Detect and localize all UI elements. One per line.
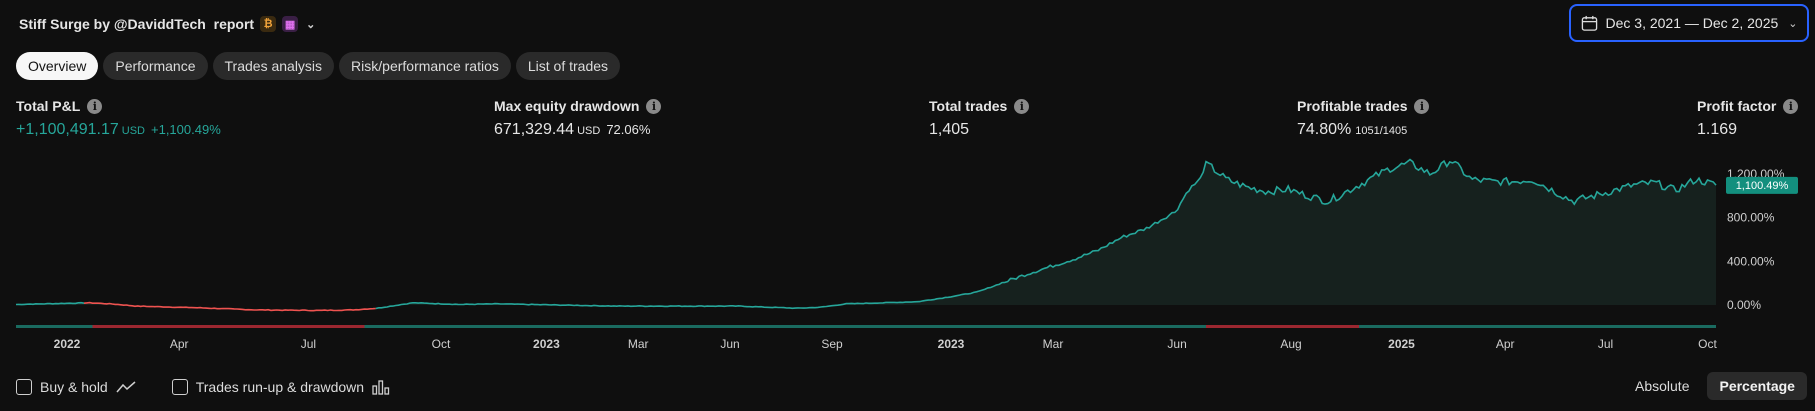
metric-unit: USD <box>121 125 145 137</box>
metric-value: 1,405 <box>929 121 970 138</box>
trade-strip-segment <box>976 325 1036 328</box>
metric-label: Profitable trades <box>1297 98 1408 114</box>
x-tick-label: Apr <box>1496 337 1515 351</box>
metric-value: +1,100,491.17 <box>16 121 119 138</box>
report-title: Stiff Surge by @DaviddTech report <box>19 16 255 32</box>
info-icon[interactable]: i <box>646 98 662 114</box>
tab-risk-performance-ratios[interactable]: Risk/performance ratios <box>339 52 511 80</box>
trade-strip-segment <box>1163 325 1206 328</box>
buy-hold-label: Buy & hold <box>40 379 108 395</box>
equity-line <box>375 158 1717 310</box>
info-icon[interactable]: i <box>1783 98 1799 114</box>
equity-line <box>15 301 85 306</box>
metric-percent: +1,100.49% <box>151 122 221 137</box>
scale-mode-switch: Absolute Percentage <box>1623 372 1807 400</box>
bitcoin-badge-icon: ₿ <box>260 16 277 32</box>
equity-line-drawdown <box>83 301 376 312</box>
percentage-button[interactable]: Percentage <box>1707 372 1807 400</box>
metric-value: 671,329.44 <box>494 121 575 138</box>
x-tick-label: Mar <box>628 337 649 351</box>
y-tick-label: 400.00% <box>1727 254 1775 268</box>
metric-unit: USD <box>577 125 601 137</box>
date-range-picker[interactable]: Dec 3, 2021 — Dec 2, 2025 ⌄ <box>1569 4 1809 42</box>
trade-strip-segment <box>1206 325 1359 328</box>
current-value-tag <box>1726 176 1798 194</box>
trade-strip-segment <box>92 325 365 328</box>
report-title-row[interactable]: Stiff Surge by @DaviddTech report ₿ ▦ ⌄ <box>19 13 315 35</box>
x-tick-label: 2025 <box>1388 337 1415 351</box>
absolute-button[interactable]: Absolute <box>1635 378 1690 394</box>
bar-chart-icon <box>372 380 390 395</box>
runup-drawdown-checkbox[interactable] <box>171 379 188 395</box>
equity-area <box>16 159 1716 305</box>
x-tick-label: 2023 <box>938 337 965 351</box>
metric-percent: 72.06% <box>606 122 651 137</box>
metric-fraction: 1051/1405 <box>1355 125 1408 137</box>
chevron-down-icon[interactable]: ⌄ <box>306 18 316 31</box>
metric-max-equity-drawdown: Max equity drawdown i 671,329.44 USD 72.06… <box>494 97 662 139</box>
tab-trades-analysis[interactable]: Trades analysis <box>212 52 335 80</box>
x-tick-label: 2022 <box>54 337 81 351</box>
metric-total-pnl: Total P&L i +1,100,491.17 USD +1,100.49% <box>16 97 221 139</box>
x-tick-label: Aug <box>1280 337 1301 351</box>
chart-options: Buy & hold Trades run-up & drawdown <box>16 377 426 397</box>
runup-drawdown-toggle[interactable]: Trades run-up & drawdown <box>171 379 390 395</box>
metric-profit-factor: Profit factor i 1.169 <box>1697 97 1799 139</box>
metric-label: Profit factor <box>1697 98 1777 114</box>
buy-hold-checkbox[interactable] <box>16 379 32 395</box>
tab-performance[interactable]: Performance <box>103 52 208 80</box>
y-tick-label: 800.00% <box>1727 211 1775 225</box>
calendar-icon <box>1581 15 1597 31</box>
metric-label: Total P&L <box>16 98 81 114</box>
x-tick-label: Apr <box>170 337 189 351</box>
tab-list-of-trades[interactable]: List of trades <box>515 52 621 80</box>
x-tick-label: Sep <box>821 337 843 351</box>
chevron-down-icon: ⌄ <box>1788 17 1798 30</box>
current-value-label: 1,100.49% <box>1736 180 1789 192</box>
info-icon[interactable]: i <box>1014 98 1030 114</box>
runup-drawdown-label: Trades run-up & drawdown <box>195 379 365 395</box>
info-icon[interactable]: i <box>87 98 103 114</box>
x-tick-label: Mar <box>1043 337 1064 351</box>
metric-total-trades: Total trades i 1,405 <box>929 97 1030 139</box>
metric-value: 74.80% <box>1297 121 1352 138</box>
metric-profitable-trades: Profitable trades i 74.80% 1051/1405 <box>1297 97 1430 139</box>
info-icon[interactable]: i <box>1414 98 1430 114</box>
x-tick-label: Jun <box>720 337 739 351</box>
report-tabs: Overview Performance Trades analysis Ris… <box>16 52 621 80</box>
y-tick-label: 0.00% <box>1727 298 1761 312</box>
x-tick-label: Oct <box>432 337 451 351</box>
buy-hold-toggle[interactable]: Buy & hold <box>16 379 136 395</box>
metric-label: Max equity drawdown <box>494 98 640 114</box>
trade-strip-segment <box>364 325 977 328</box>
metric-label: Total trades <box>929 98 1008 114</box>
tab-overview[interactable]: Overview <box>16 52 99 80</box>
trade-strip-segment <box>1359 325 1716 328</box>
equity-chart[interactable]: 0.00%400.00%800.00%1,200.00%1,100.49%202… <box>0 150 1815 360</box>
trade-strip-segment <box>1036 325 1164 328</box>
x-tick-label: Jul <box>301 337 316 351</box>
line-chart-icon <box>116 381 136 393</box>
date-range-text: Dec 3, 2021 — Dec 2, 2025 <box>1605 15 1779 31</box>
x-tick-label: 2023 <box>533 337 560 351</box>
calendar-badge-icon: ▦ <box>282 16 299 32</box>
trade-strip-segment <box>16 325 93 328</box>
x-tick-label: Jun <box>1167 337 1186 351</box>
x-tick-label: Oct <box>1698 337 1717 351</box>
x-tick-label: Jul <box>1598 337 1613 351</box>
metric-value: 1.169 <box>1697 121 1738 138</box>
